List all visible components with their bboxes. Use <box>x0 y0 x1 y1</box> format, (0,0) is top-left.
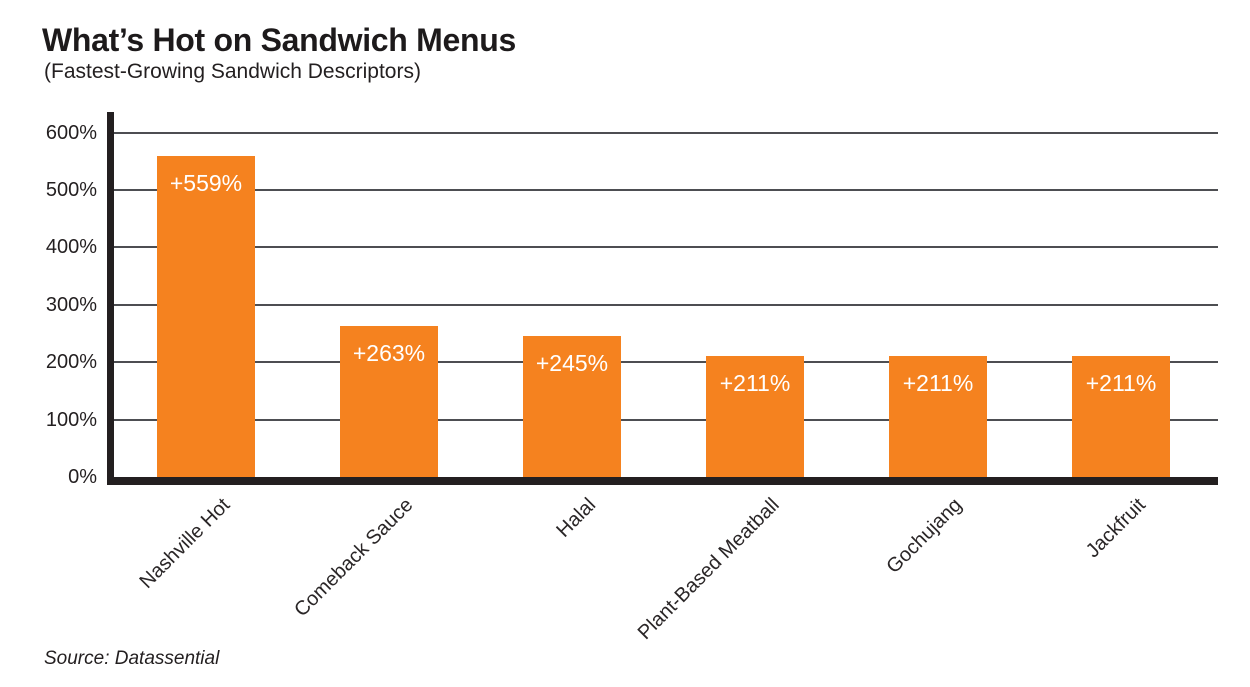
y-axis-tick-label: 400% <box>45 236 97 259</box>
bar-value-label: +211% <box>1085 369 1157 396</box>
bar-value-label: +211% <box>719 369 791 396</box>
bar-value-label: +559% <box>169 170 243 197</box>
bar: +211% <box>889 355 987 477</box>
bar: +263% <box>340 326 438 477</box>
gridline <box>114 303 1218 306</box>
y-axis-tick-label: 200% <box>45 351 97 374</box>
chart-subtitle: (Fastest-Growing Sandwich Descriptors) <box>44 60 421 83</box>
bar: +559% <box>157 156 255 477</box>
x-axis-line <box>107 477 1218 485</box>
chart-title: What’s Hot on Sandwich Menus <box>42 22 516 58</box>
y-axis-tick-label: 0% <box>68 466 97 488</box>
y-axis-line <box>107 112 114 485</box>
y-axis-tick-label: 500% <box>45 179 97 201</box>
gridline <box>114 246 1218 249</box>
x-axis-category-label: Comeback Sauce <box>290 494 418 622</box>
bar: +211% <box>1072 355 1170 477</box>
x-axis-category-label: Halal <box>552 494 601 542</box>
gridline <box>114 361 1218 364</box>
y-axis-tick-label: 300% <box>45 293 97 316</box>
bar-value-label: +263% <box>352 340 426 367</box>
y-axis-tick-label: 600% <box>45 121 97 144</box>
x-axis-category-label: Nashville Hot <box>135 494 235 593</box>
y-axis-tick-label: 100% <box>45 408 97 431</box>
gridline <box>114 418 1218 421</box>
source-note: Source: Datassential <box>44 648 220 669</box>
x-axis-category-label: Gochujang <box>882 494 967 578</box>
gridline <box>114 189 1218 191</box>
bar-value-label: +211% <box>902 369 974 396</box>
x-axis-category-label: Plant-Based Meatball <box>633 494 784 644</box>
gridline <box>114 131 1218 134</box>
bar-value-label: +245% <box>535 350 609 377</box>
bar: +211% <box>706 355 804 477</box>
bar: +245% <box>523 336 621 477</box>
x-axis-category-label: Jackfruit <box>1081 494 1150 563</box>
